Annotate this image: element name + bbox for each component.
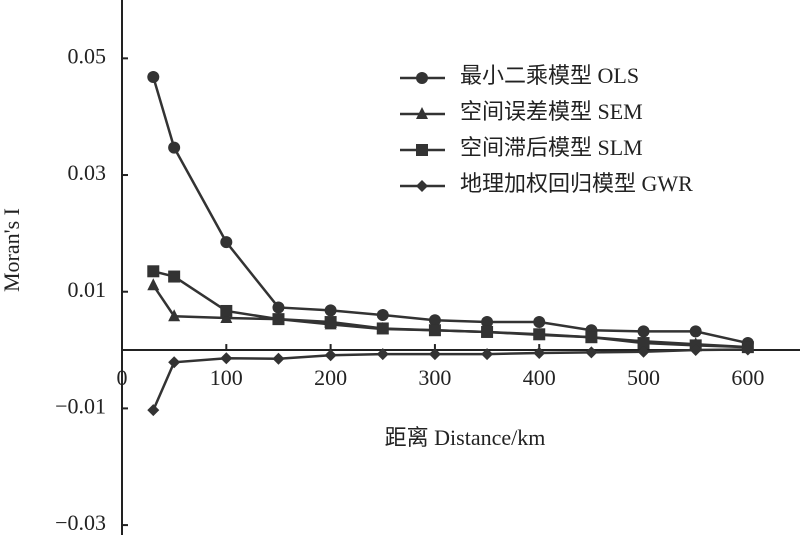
y-tick-label: 0.05 [68, 43, 107, 68]
marker [533, 328, 546, 341]
y-tick-label: 0.01 [68, 277, 107, 302]
series-line [152, 76, 749, 345]
y-axis-label: Moran's I [0, 208, 24, 292]
marker [220, 310, 233, 323]
marker [481, 348, 494, 361]
x-tick-label: 300 [418, 365, 451, 390]
legend-label: 最小二乘模型 OLS [460, 63, 639, 88]
x-tick-label: 400 [523, 365, 556, 390]
marker [376, 348, 389, 361]
marker [533, 316, 546, 329]
marker [428, 314, 441, 327]
marker [637, 325, 650, 338]
marker [324, 349, 337, 362]
marker [147, 404, 160, 417]
marker [324, 316, 337, 329]
marker [220, 304, 233, 317]
marker [481, 325, 494, 338]
marker [220, 236, 233, 249]
y-tick-label: −0.03 [55, 510, 106, 535]
marker [376, 309, 389, 322]
marker [324, 304, 337, 317]
legend-marker [416, 72, 428, 84]
x-tick-label: 0 [117, 365, 128, 390]
marker [741, 343, 754, 356]
marker [637, 337, 650, 350]
marker [168, 309, 181, 322]
marker [147, 278, 160, 291]
marker [428, 324, 441, 337]
marker [428, 348, 441, 361]
x-tick-label: 100 [210, 365, 243, 390]
legend-label: 地理加权回归模型 GWR [460, 171, 693, 196]
legend-label: 空间滞后模型 SLM [460, 135, 643, 160]
marker [272, 352, 285, 365]
series-line [152, 270, 748, 349]
series-line [152, 284, 748, 349]
marker [376, 322, 389, 335]
legend-marker [416, 107, 428, 119]
legend-marker [416, 180, 428, 192]
legend-label: 空间误差模型 SEM [460, 99, 643, 124]
y-tick-label: 0.03 [68, 160, 107, 185]
marker [585, 331, 598, 344]
marker [168, 356, 181, 369]
x-tick-label: 200 [314, 365, 347, 390]
legend-marker [416, 144, 428, 156]
x-tick-label: 600 [731, 365, 764, 390]
marker [481, 316, 494, 329]
marker [272, 301, 285, 314]
y-tick-label: −0.01 [55, 393, 106, 418]
marker [689, 344, 702, 357]
marker [147, 71, 160, 84]
marker [637, 345, 650, 358]
marker [689, 325, 702, 338]
marker [272, 313, 285, 326]
marker [168, 270, 181, 283]
x-tick-label: 500 [627, 365, 660, 390]
x-axis-label: 距离 Distance/km [385, 425, 546, 450]
marker [533, 346, 546, 359]
marker [168, 141, 181, 154]
marker [220, 352, 233, 365]
marker [585, 346, 598, 359]
marker [147, 265, 160, 278]
